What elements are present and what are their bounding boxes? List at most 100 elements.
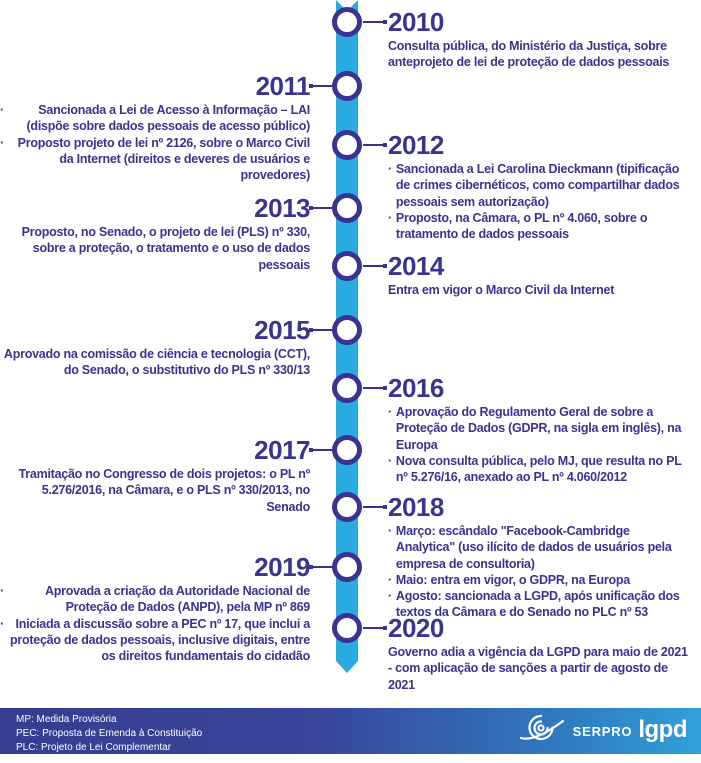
brand-logo: SERPRO lgpd xyxy=(519,708,687,754)
timeline-node xyxy=(332,552,362,582)
timeline-node xyxy=(332,315,362,345)
year-label: 2015 xyxy=(254,315,310,345)
year-label: 2012 xyxy=(388,130,444,160)
connector-line xyxy=(363,505,387,509)
connector-line xyxy=(363,626,387,630)
event-item: · Aprovação do Regulamento Geral de sobre… xyxy=(388,404,690,453)
event-item: · Sancionada a Lei Carolina Dieckmann (ti… xyxy=(388,161,690,210)
event-item: Aprovado na comissão de ciência e tecnol… xyxy=(0,346,310,379)
event-text: Governo adia a vigência da LGPD para mai… xyxy=(388,645,688,692)
bullet-dot: · xyxy=(388,589,392,603)
event-list: · Aprovada a criação da Autoridade Nacion… xyxy=(0,583,310,664)
event-text: Maio: entra em vigor, o GDPR, na Europa xyxy=(395,572,630,587)
timeline-node xyxy=(332,492,362,522)
event-text: Tramitação no Congresso de dois projetos… xyxy=(18,467,311,514)
event-text: Proposto projeto de lei nº 2126, sobre o… xyxy=(17,135,311,183)
timeline-node xyxy=(332,7,362,37)
timeline-entry: 2019 · Aprovada a criação da Autoridade N… xyxy=(0,552,311,664)
bullet-dot: · xyxy=(388,405,392,419)
event-text: Consulta pública, do Ministério da Justi… xyxy=(388,39,670,70)
event-item: · Iniciada a discussão sobre a PEC nº 17,… xyxy=(0,616,310,665)
event-item: · Março: escândalo "Facebook-Cambridge An… xyxy=(388,523,690,572)
event-item: Proposto, no Senado, o projeto de lei (P… xyxy=(0,224,311,273)
event-text: Aprovado na comissão de ciência e tecnol… xyxy=(3,347,310,378)
event-text: Entra em vigor o Marco Civil da Internet xyxy=(388,283,615,297)
year-label: 2010 xyxy=(388,7,444,37)
timeline-node xyxy=(332,130,362,160)
brand-lgpd-label: lgpd xyxy=(638,716,687,743)
timeline-node xyxy=(332,373,362,403)
event-item: · Proposto projeto de lei nº 2126, sobre … xyxy=(0,135,310,184)
brand-serpro-label: SERPRO xyxy=(572,723,633,739)
event-list: Tramitação no Congresso de dois projetos… xyxy=(0,466,311,515)
connector-line xyxy=(309,206,333,210)
event-list: Consulta pública, do Ministério da Justi… xyxy=(388,38,690,71)
event-list: Governo adia a vigência da LGPD para mai… xyxy=(388,644,690,693)
event-text: Março: escândalo "Facebook-Cambridge Ana… xyxy=(395,524,672,571)
event-text: Nova consulta pública, pelo MJ, que resu… xyxy=(395,453,682,484)
timeline-entry: 2017 Tramitação no Congresso de dois pro… xyxy=(0,435,311,515)
timeline-node xyxy=(332,613,362,643)
timeline-node xyxy=(332,193,362,223)
event-list: · Março: escândalo "Facebook-Cambridge An… xyxy=(388,523,690,621)
year-label: 2011 xyxy=(255,71,311,101)
event-item: · Nova consulta pública, pelo MJ, que res… xyxy=(388,453,690,486)
bullet-dot: · xyxy=(0,616,4,631)
timeline-node xyxy=(332,251,362,281)
event-text: Proposto, na Câmara, o PL nº 4.060, sobr… xyxy=(395,210,648,241)
legend-line: PEC: Proposta de Emenda à Constituição xyxy=(16,727,203,739)
bullet-dot: · xyxy=(388,572,392,587)
timeline-entry: 2013 Proposto, no Senado, o projeto de l… xyxy=(0,195,311,273)
timeline-node xyxy=(332,435,362,465)
event-list: · Aprovação do Regulamento Geral de sobre… xyxy=(388,404,690,485)
event-list: Aprovado na comissão de ciência e tecnol… xyxy=(0,346,310,379)
event-text: Proposto, no Senado, o projeto de lei (P… xyxy=(21,225,311,272)
timeline-entry: 2015 Aprovado na comissão de ciência e t… xyxy=(0,315,311,379)
year-label: 2020 xyxy=(388,613,444,643)
event-item: · Sancionada a Lei de Acesso à Informação… xyxy=(0,102,310,135)
event-item: Tramitação no Congresso de dois projetos… xyxy=(0,466,311,515)
timeline-entry: 2014 Entra em vigor o Marco Civil da Int… xyxy=(388,253,690,298)
timeline-entry: 2018 · Março: escândalo "Facebook-Cambrid… xyxy=(388,494,690,621)
event-item: · Aprovada a criação da Autoridade Nacion… xyxy=(0,583,310,616)
connector-line xyxy=(363,143,387,147)
event-item: Governo adia a vigência da LGPD para mai… xyxy=(388,644,690,693)
event-list: Proposto, no Senado, o projeto de lei (P… xyxy=(0,224,311,273)
event-item: Entra em vigor o Marco Civil da Internet xyxy=(388,282,690,298)
year-label: 2019 xyxy=(254,552,310,582)
bullet-dot: · xyxy=(388,162,392,176)
connector-line xyxy=(309,448,333,452)
year-label: 2016 xyxy=(388,373,444,403)
serpro-swirl-icon xyxy=(519,713,565,750)
connector-line xyxy=(309,328,333,332)
bullet-dot: · xyxy=(388,210,392,225)
timeline-entry: 2020 Governo adia a vigência da LGPD par… xyxy=(388,615,690,693)
event-text: Sancionada a Lei de Acesso à Informação … xyxy=(26,103,311,134)
footer: MP: Medida Provisória PEC: Proposta de Em… xyxy=(0,708,701,754)
bullet-dot: · xyxy=(388,453,392,468)
timeline-entry: 2016 · Aprovação do Regulamento Geral de … xyxy=(388,375,690,485)
event-list: Entra em vigor o Marco Civil da Internet xyxy=(388,282,690,298)
bullet-dot: · xyxy=(0,103,4,117)
bullet-dot: · xyxy=(0,584,4,598)
year-label: 2018 xyxy=(388,492,444,522)
legend-line: MP: Medida Provisória xyxy=(16,714,117,725)
footer-legend: MP: Medida Provisória PEC: Proposta de Em… xyxy=(16,713,202,754)
year-label: 2017 xyxy=(254,435,310,465)
event-item: · Maio: entra em vigor, o GDPR, na Europa xyxy=(388,572,690,588)
event-text: Iniciada a discussão sobre a PEC nº 17, … xyxy=(9,616,310,664)
connector-line xyxy=(363,20,387,24)
connector-line xyxy=(309,84,333,88)
event-text: Sancionada a Lei Carolina Dieckmann (tip… xyxy=(395,162,680,209)
timeline-entry: 2010 Consulta pública, do Ministério da … xyxy=(388,9,690,71)
timeline-entry: 2011 · Sancionada a Lei de Acesso à Infor… xyxy=(0,71,311,183)
year-label: 2014 xyxy=(388,251,444,281)
event-item: Consulta pública, do Ministério da Justi… xyxy=(388,38,690,71)
event-list: · Sancionada a Lei de Acesso à Informação… xyxy=(0,102,310,183)
event-list: · Sancionada a Lei Carolina Dieckmann (ti… xyxy=(388,161,690,242)
connector-line xyxy=(363,264,387,268)
timeline-entry: 2012 · Sancionada a Lei Carolina Dieckman… xyxy=(388,132,690,242)
connector-line xyxy=(309,565,333,569)
event-text: Aprovação do Regulamento Geral de sobre … xyxy=(395,405,682,452)
